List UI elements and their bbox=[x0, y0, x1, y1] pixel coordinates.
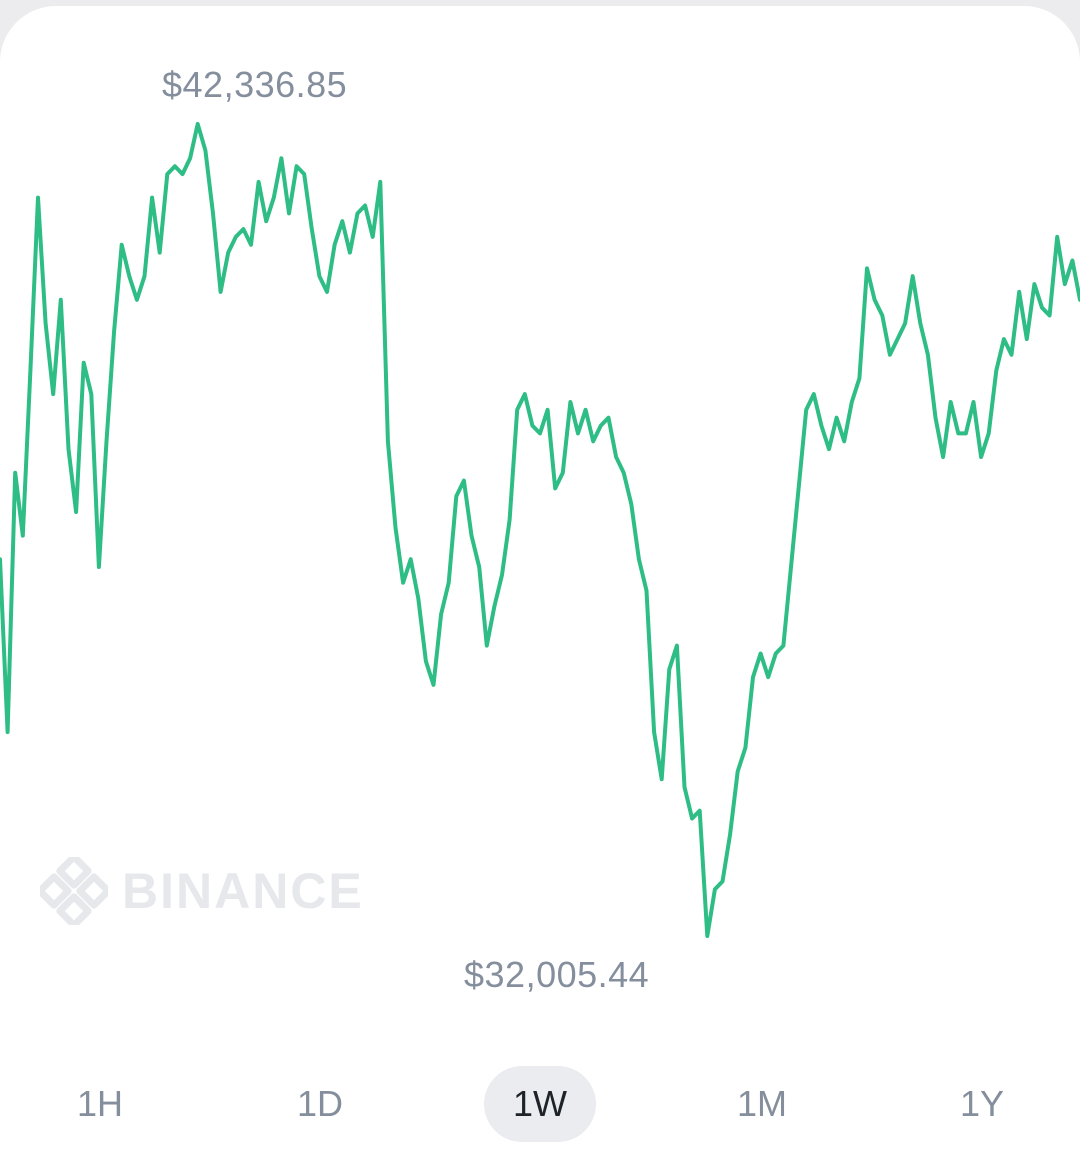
tab-1w[interactable]: 1W bbox=[484, 1066, 596, 1142]
price-chart[interactable] bbox=[0, 6, 1080, 1046]
tab-1d[interactable]: 1D bbox=[296, 1083, 344, 1124]
binance-logo-icon bbox=[40, 857, 108, 925]
high-price-label: $42,336.85 bbox=[162, 64, 348, 105]
tab-1y[interactable]: 1Y bbox=[959, 1083, 1005, 1124]
tab-1h[interactable]: 1H bbox=[76, 1083, 124, 1124]
low-price-label: $32,005.44 bbox=[464, 954, 650, 995]
watermark-text: BINANCE bbox=[122, 863, 364, 919]
binance-watermark: BINANCE bbox=[40, 856, 364, 926]
price-chart-card: $42,336.85 $32,005.44 BINANCE 1H 1D 1W 1… bbox=[0, 6, 1080, 1168]
tab-1m[interactable]: 1M bbox=[736, 1083, 787, 1124]
time-range-tabs: 1H 1D 1W 1M 1Y bbox=[0, 1066, 1080, 1142]
price-line bbox=[0, 122, 1080, 938]
